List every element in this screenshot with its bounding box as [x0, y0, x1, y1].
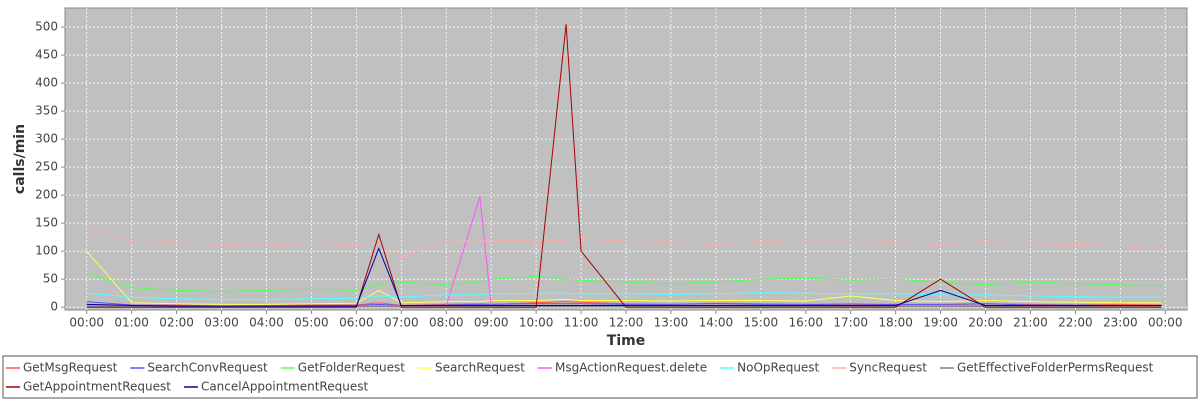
legend-label: GetAppointmentRequest [23, 380, 171, 394]
series-line [86, 247, 1162, 307]
x-tick-label: 15:00 [744, 316, 779, 330]
x-tick-label: 11:00 [564, 316, 599, 330]
x-tick-label: 17:00 [833, 316, 868, 330]
legend [2, 355, 1198, 399]
x-tick-label: 19:00 [923, 316, 958, 330]
x-tick-label: 13:00 [654, 316, 689, 330]
x-tick-label: 05:00 [294, 316, 329, 330]
x-tick-label: 06:00 [339, 316, 374, 330]
legend-label: CancelAppointmentRequest [201, 380, 369, 394]
y-tick-label: 450 [35, 48, 58, 62]
x-tick-label: 04:00 [249, 316, 284, 330]
legend-label: GetMsgRequest [23, 361, 118, 375]
x-tick-label: 02:00 [159, 316, 194, 330]
legend-label: SearchRequest [435, 361, 525, 375]
y-tick-label: 300 [35, 132, 58, 146]
x-axis-title: Time [607, 333, 645, 349]
legend-label: NoOpRequest [737, 361, 819, 375]
x-tick-label: 21:00 [1013, 316, 1048, 330]
x-tick-label: 09:00 [474, 316, 509, 330]
x-tick-label: 20:00 [968, 316, 1003, 330]
y-tick-label: 50 [43, 272, 58, 286]
legend-label: GetFolderRequest [298, 361, 406, 375]
y-tick-label: 100 [35, 244, 58, 258]
series-line [86, 228, 1162, 258]
x-tick-label: 03:00 [204, 316, 239, 330]
y-tick-label: 200 [35, 188, 58, 202]
series-line [86, 273, 1162, 293]
series-line [86, 250, 1162, 305]
legend-label: MsgActionRequest.delete [555, 361, 707, 375]
x-tick-label: 08:00 [429, 316, 464, 330]
x-tick-label: 07:00 [384, 316, 419, 330]
y-tick-label: 500 [35, 20, 58, 34]
series-line [86, 292, 1162, 300]
y-tick-label: 400 [35, 76, 58, 90]
x-tick-label: 18:00 [878, 316, 913, 330]
y-axis-title: calls/min [12, 124, 28, 194]
x-tick-label: 22:00 [1058, 316, 1093, 330]
y-tick-label: 250 [35, 160, 58, 174]
x-tick-label: 14:00 [699, 316, 734, 330]
y-tick-label: 150 [35, 216, 58, 230]
legend-label: SyncRequest [849, 361, 927, 375]
series-line [86, 24, 1162, 308]
plot-area [64, 7, 1188, 311]
x-tick-label: 01:00 [114, 316, 149, 330]
y-tick-label: 0 [50, 300, 58, 314]
x-tick-label: 00:00 [69, 316, 104, 330]
x-tick-label: 10:00 [519, 316, 554, 330]
y-tick-label: 350 [35, 104, 58, 118]
x-tick-label: 12:00 [609, 316, 644, 330]
x-tick-label: 00:00 [1148, 316, 1183, 330]
legend-label: SearchConvRequest [147, 361, 268, 375]
x-tick-label: 16:00 [788, 316, 823, 330]
legend-label: GetEffectiveFolderPermsRequest [957, 361, 1154, 375]
x-tick-label: 23:00 [1103, 316, 1138, 330]
